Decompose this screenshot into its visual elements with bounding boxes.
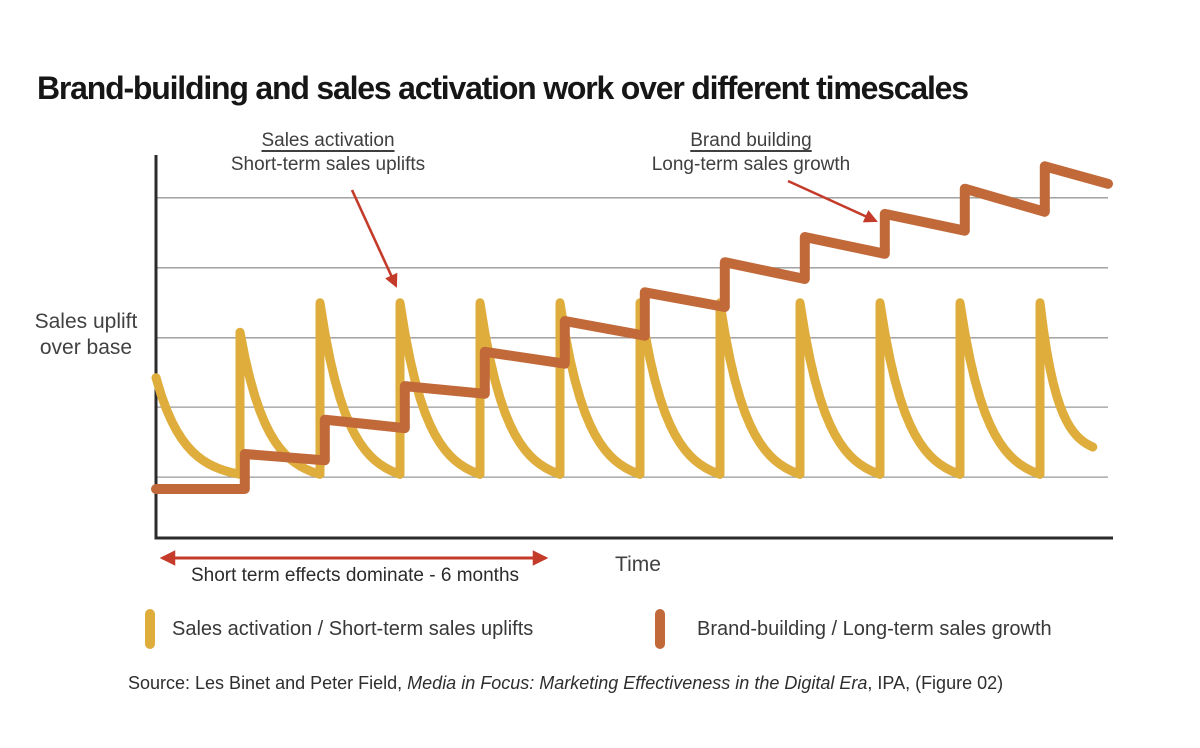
source-book-title: Media in Focus: Marketing Effectiveness … <box>407 673 868 693</box>
activation-swatch <box>145 609 155 649</box>
source-suffix: , IPA, (Figure 02) <box>867 673 1004 693</box>
legend-label-brand: Brand-building / Long-term sales growth <box>697 617 1052 640</box>
range-note: Short term effects dominate - 6 months <box>190 565 520 586</box>
legend-item-activation: Sales activation / Short-term sales upli… <box>145 609 533 649</box>
annotation-brand-building-subtext: Long-term sales growth <box>651 154 851 175</box>
y-axis-label-line1: Sales uplift <box>34 310 138 333</box>
x-axis-label: Time <box>615 553 661 576</box>
legend-item-brand: Brand-building / Long-term sales growth <box>655 609 1052 649</box>
source-citation: Source: Les Binet and Peter Field, Media… <box>128 673 1128 694</box>
annotation-sales-activation-heading: Sales activation <box>261 130 395 151</box>
annotation-sales-activation: Sales activation Short-term sales uplift… <box>198 129 458 177</box>
chart-title: Brand-building and sales activation work… <box>37 70 969 106</box>
y-axis-label: Sales uplift over base <box>20 309 152 361</box>
axis-lines <box>154 155 1113 540</box>
annotation-brand-building: Brand building Long-term sales growth <box>621 129 881 177</box>
annotation-arrow <box>787 179 878 223</box>
source-prefix: Source: Les Binet and Peter Field, <box>128 673 408 693</box>
legend-label-activation: Sales activation / Short-term sales upli… <box>172 617 534 640</box>
annotation-arrow <box>350 189 398 288</box>
annotation-brand-building-heading: Brand building <box>690 130 812 151</box>
y-axis-label-line2: over base <box>39 336 133 359</box>
activation-series-path <box>151 298 1098 479</box>
brand-series-path <box>151 161 1113 494</box>
annotation-sales-activation-subtext: Short-term sales uplifts <box>230 154 426 175</box>
brand-swatch <box>655 609 665 649</box>
